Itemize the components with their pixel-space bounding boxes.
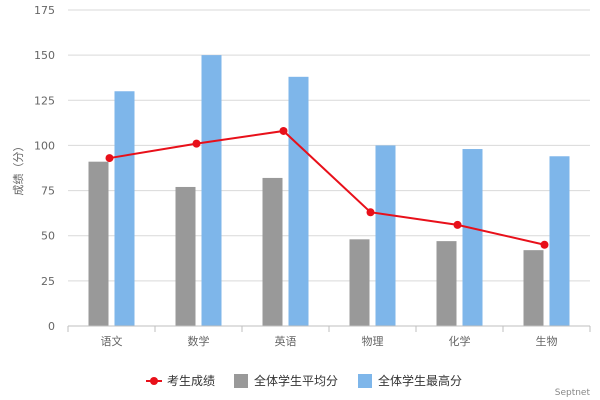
- bar: [462, 149, 483, 326]
- line-point: [366, 208, 375, 217]
- y-tick-labels: 0 25 50 75 100 125 150 175: [34, 4, 55, 333]
- legend-label: 全体学生平均分: [254, 373, 338, 388]
- bar: [201, 55, 222, 327]
- y-tick-label: 25: [41, 275, 55, 288]
- y-tick-label: 75: [41, 185, 55, 198]
- y-tick-label: 150: [34, 49, 55, 62]
- legend-swatch: [234, 374, 248, 388]
- series-line: [109, 129, 545, 246]
- y-tick-label: 175: [34, 4, 55, 17]
- bar: [549, 156, 570, 326]
- legend: 考生成绩 全体学生平均分 全体学生最高分: [146, 373, 462, 388]
- bar: [436, 241, 457, 326]
- bar: [88, 161, 109, 326]
- line-point: [453, 220, 462, 229]
- credit-text: Septnet: [555, 388, 591, 398]
- y-tick-label: 125: [34, 94, 55, 107]
- x-tick-label: 生物: [536, 334, 558, 348]
- bar: [523, 250, 544, 326]
- x-tick-label: 数学: [188, 334, 210, 348]
- x-tick-label: 英语: [275, 334, 297, 348]
- bar: [375, 145, 396, 326]
- line-point: [105, 154, 114, 163]
- bar: [349, 239, 370, 326]
- bar: [175, 186, 196, 326]
- line-series: [105, 126, 549, 249]
- legend-line-marker: [150, 377, 158, 385]
- x-axis: 语文 数学 英语 物理 化学 生物: [67, 325, 591, 348]
- y-tick-label: 0: [48, 320, 55, 333]
- legend-label: 考生成绩: [167, 374, 215, 388]
- line-point: [279, 126, 288, 135]
- legend-swatch: [358, 374, 372, 388]
- y-tick-label: 100: [34, 139, 55, 152]
- bar: [288, 76, 309, 326]
- bar: [114, 91, 135, 326]
- bars: [88, 55, 570, 327]
- grid-lines: [68, 9, 590, 282]
- x-tick-label: 语文: [101, 334, 123, 348]
- y-axis-label: 成绩（分）: [12, 141, 25, 196]
- line-point: [540, 240, 549, 249]
- y-tick-label: 50: [41, 230, 55, 243]
- x-tick-label: 物理: [362, 334, 384, 348]
- x-tick-label: 化学: [449, 334, 471, 348]
- bar: [262, 177, 283, 326]
- line-point: [192, 139, 201, 148]
- legend-label: 全体学生最高分: [378, 373, 462, 388]
